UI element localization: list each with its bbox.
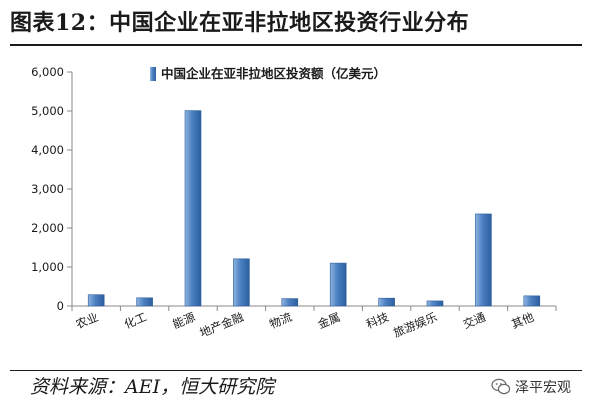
- y-tick-label: 6,000: [31, 65, 64, 79]
- x-tick-label: 化工: [122, 310, 149, 332]
- wechat-icon: [491, 378, 511, 395]
- x-tick-label: 其他: [509, 310, 536, 332]
- page-title: 图表12：中国企业在亚非拉地区投资行业分布: [10, 10, 470, 36]
- x-tick-label: 金属: [316, 310, 343, 332]
- x-tick-label: 科技: [364, 310, 391, 332]
- watermark: 泽平宏观: [491, 375, 571, 399]
- bar-1: [87, 294, 105, 307]
- y-axis-labels: 0 1,000 2,000 3,000 4,000 5,000 6,000: [31, 65, 64, 313]
- chart-legend: 中国企业在亚非拉地区投资额（亿美元）: [150, 66, 386, 81]
- title-divider: [10, 44, 582, 46]
- y-tick-label: 0: [57, 299, 64, 313]
- y-tick-label: 4,000: [31, 143, 64, 157]
- x-axis-labels: 农业 化工 能源 地产金融 物流 金属 科技 旅游娱乐 交通 其他: [74, 310, 537, 340]
- bar-6: [329, 262, 347, 307]
- bar-10: [523, 295, 541, 307]
- source-divider: [10, 370, 582, 371]
- legend-label: 中国企业在亚非拉地区投资额（亿美元）: [161, 66, 386, 81]
- bar-7: [378, 297, 395, 307]
- bar-4: [233, 258, 250, 307]
- x-tick-label: 交通: [461, 310, 488, 332]
- bar-5: [281, 298, 299, 307]
- y-tick-label: 3,000: [31, 182, 64, 196]
- bar-2: [136, 297, 153, 307]
- y-tick-label: 1,000: [31, 260, 64, 274]
- bar-chart: 中国企业在亚非拉地区投资额（亿美元） 农业 化工 能源 地产金融 物流 金属 科技 旅游娱乐交…: [31, 65, 557, 340]
- bar-3: [184, 110, 202, 307]
- source-note: 资料来源：AEI，恒大研究院: [30, 376, 275, 398]
- y-tick-label: 5,000: [31, 104, 64, 118]
- bar-9: [475, 213, 492, 307]
- x-tick-label: 旅游娱乐: [391, 310, 439, 340]
- bar-8: [426, 300, 444, 307]
- chart-container: 中国企业在亚非拉地区投资额（亿美元） 农业 化工 能源 地产金融 物流 金属 科技 旅游娱乐交…: [0, 50, 589, 370]
- legend-swatch: [150, 67, 156, 81]
- chart-bars: [87, 110, 541, 307]
- x-tick-label: 农业: [74, 310, 101, 332]
- x-tick-label: 地产金融: [198, 310, 246, 340]
- x-tick-label: 能源: [171, 310, 198, 332]
- x-tick-label: 物流: [267, 310, 294, 332]
- y-tick-label: 2,000: [31, 221, 64, 235]
- watermark-label: 泽平宏观: [515, 380, 571, 396]
